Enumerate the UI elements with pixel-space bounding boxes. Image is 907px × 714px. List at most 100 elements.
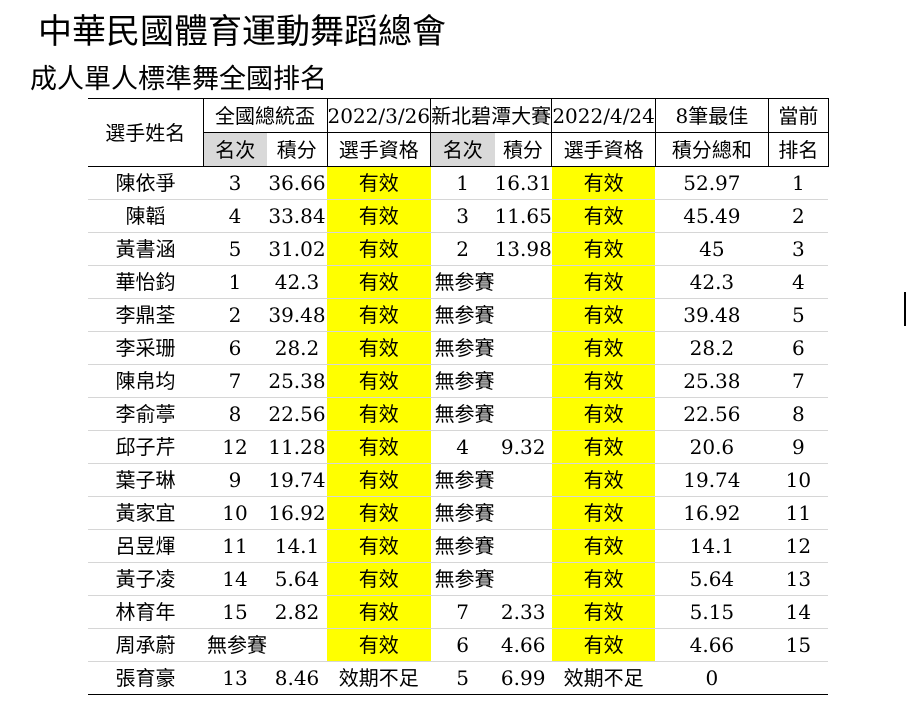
best-total: 52.97 [655,166,769,200]
current-rank: 15 [768,628,829,662]
event1-place: 9 [203,463,267,497]
col-header-rank-1: 當前 [767,98,829,133]
player-name: 黃子凌 [88,562,203,596]
table-row: 周承蔚 無参賽 有效 6 4.66 有效 4.66 15 [88,628,829,662]
header-row-2: 名次 積分 選手資格 名次 積分 選手資格 積分總和 排名 [88,132,829,167]
event2-eligibility: 有效 [551,298,656,332]
event1-place: 無参賽 [203,628,267,662]
header-row-1: 選手姓名 全國總統盃 2022/3/26 新北碧潭大賽 2022/4/24 8筆… [88,98,829,167]
current-rank: 4 [768,265,829,299]
event2-place: 無参賽 [430,265,495,299]
event1-eligibility: 有效 [327,595,431,629]
current-rank: 5 [768,298,829,332]
event1-points: 36.66 [267,166,327,200]
event2-points: 11.65 [494,199,552,233]
table-row: 黃書涵 5 31.02 有效 2 13.98 有效 45 3 [88,232,829,266]
event1-place: 2 [203,298,267,332]
ranking-table: 選手姓名 全國總統盃 2022/3/26 新北碧潭大賽 2022/4/24 8筆… [88,98,829,695]
event2-points: 13.98 [494,232,552,266]
event1-points: 11.28 [267,430,327,464]
event2-eligibility: 有效 [551,265,656,299]
page-subtitle: 成人單人標準舞全國排名 [30,64,327,95]
current-rank: 11 [768,496,829,530]
current-rank: 8 [768,397,829,431]
event1-place: 11 [203,529,267,563]
col-header-points-1: 積分 [267,132,327,167]
table-row: 林育年 15 2.82 有效 7 2.33 有效 5.15 14 [88,595,829,629]
current-rank: 10 [768,463,829,497]
col-header-event2-date: 2022/4/24 [551,98,656,133]
player-name: 黃書涵 [88,232,203,266]
table-row: 葉子琳 9 19.74 有效 無参賽 有效 19.74 10 [88,463,829,497]
col-header-points-2: 積分 [494,132,552,167]
event1-points: 8.46 [267,661,327,695]
event2-points [494,298,552,332]
player-name: 葉子琳 [88,463,203,497]
event1-eligibility: 有效 [327,562,431,596]
event1-place: 13 [203,661,267,695]
player-name: 呂昱煇 [88,529,203,563]
event2-place: 無参賽 [430,463,495,497]
event2-eligibility: 有效 [551,562,656,596]
event2-place: 無参賽 [430,331,495,365]
event1-points: 2.82 [267,595,327,629]
player-name: 黃家宜 [88,496,203,530]
col-header-eligibility-1: 選手資格 [326,132,431,167]
best-total: 19.74 [655,463,769,497]
event1-eligibility: 有效 [327,331,431,365]
event2-eligibility: 有效 [551,463,656,497]
event1-eligibility: 有效 [327,628,431,662]
player-name: 陳帛均 [88,364,203,398]
event2-eligibility: 有效 [551,529,656,563]
col-header-eligibility-2: 選手資格 [551,132,656,167]
event1-points: 39.48 [267,298,327,332]
event1-eligibility: 有效 [327,166,431,200]
player-name: 張育豪 [88,661,203,695]
event2-eligibility: 有效 [551,628,656,662]
event2-place: 無参賽 [430,496,495,530]
page-edge-mark [904,292,906,326]
event1-eligibility: 有效 [327,232,431,266]
best-total: 42.3 [655,265,769,299]
table-row: 李采珊 6 28.2 有效 無参賽 有效 28.2 6 [88,331,829,365]
event1-place: 6 [203,331,267,365]
best-total: 22.56 [655,397,769,431]
table-row: 張育豪 13 8.46 效期不足 5 6.99 效期不足 0 [88,661,829,695]
event1-place: 3 [203,166,267,200]
col-header-name: 選手姓名 [88,98,203,167]
current-rank: 1 [768,166,829,200]
event1-place: 8 [203,397,267,431]
event1-points: 14.1 [267,529,327,563]
event1-points: 16.92 [267,496,327,530]
event2-place: 無参賽 [430,529,495,563]
table-row: 黃子凌 14 5.64 有效 無参賽 有效 5.64 13 [88,562,829,596]
col-header-best-total-2: 積分總和 [654,132,769,167]
event1-points [267,628,327,662]
event2-place: 7 [430,595,495,629]
col-header-event1: 全國總統盃 [202,98,327,133]
event1-points: 22.56 [267,397,327,431]
current-rank: 2 [768,199,829,233]
page-title: 中華民國體育運動舞蹈總會 [38,12,446,52]
event2-points [494,463,552,497]
table-row: 呂昱煇 11 14.1 有效 無参賽 有效 14.1 12 [88,529,829,563]
event2-points [494,265,552,299]
event1-eligibility: 有效 [327,529,431,563]
event2-eligibility: 有效 [551,595,656,629]
player-name: 邱子芹 [88,430,203,464]
best-total: 45 [655,232,769,266]
event2-place: 6 [430,628,495,662]
table-row: 陳韜 4 33.84 有效 3 11.65 有效 45.49 2 [88,199,829,233]
event1-points: 42.3 [267,265,327,299]
event2-eligibility: 有效 [551,331,656,365]
table-row: 陳帛均 7 25.38 有效 無参賽 有效 25.38 7 [88,364,829,398]
col-header-place-2: 名次 [430,132,495,167]
event2-place: 5 [430,661,495,695]
event2-eligibility: 有效 [551,199,656,233]
event1-eligibility: 有效 [327,463,431,497]
best-total: 5.15 [655,595,769,629]
event2-eligibility: 有效 [551,430,656,464]
event2-points [494,397,552,431]
event1-eligibility: 有效 [327,298,431,332]
current-rank: 12 [768,529,829,563]
